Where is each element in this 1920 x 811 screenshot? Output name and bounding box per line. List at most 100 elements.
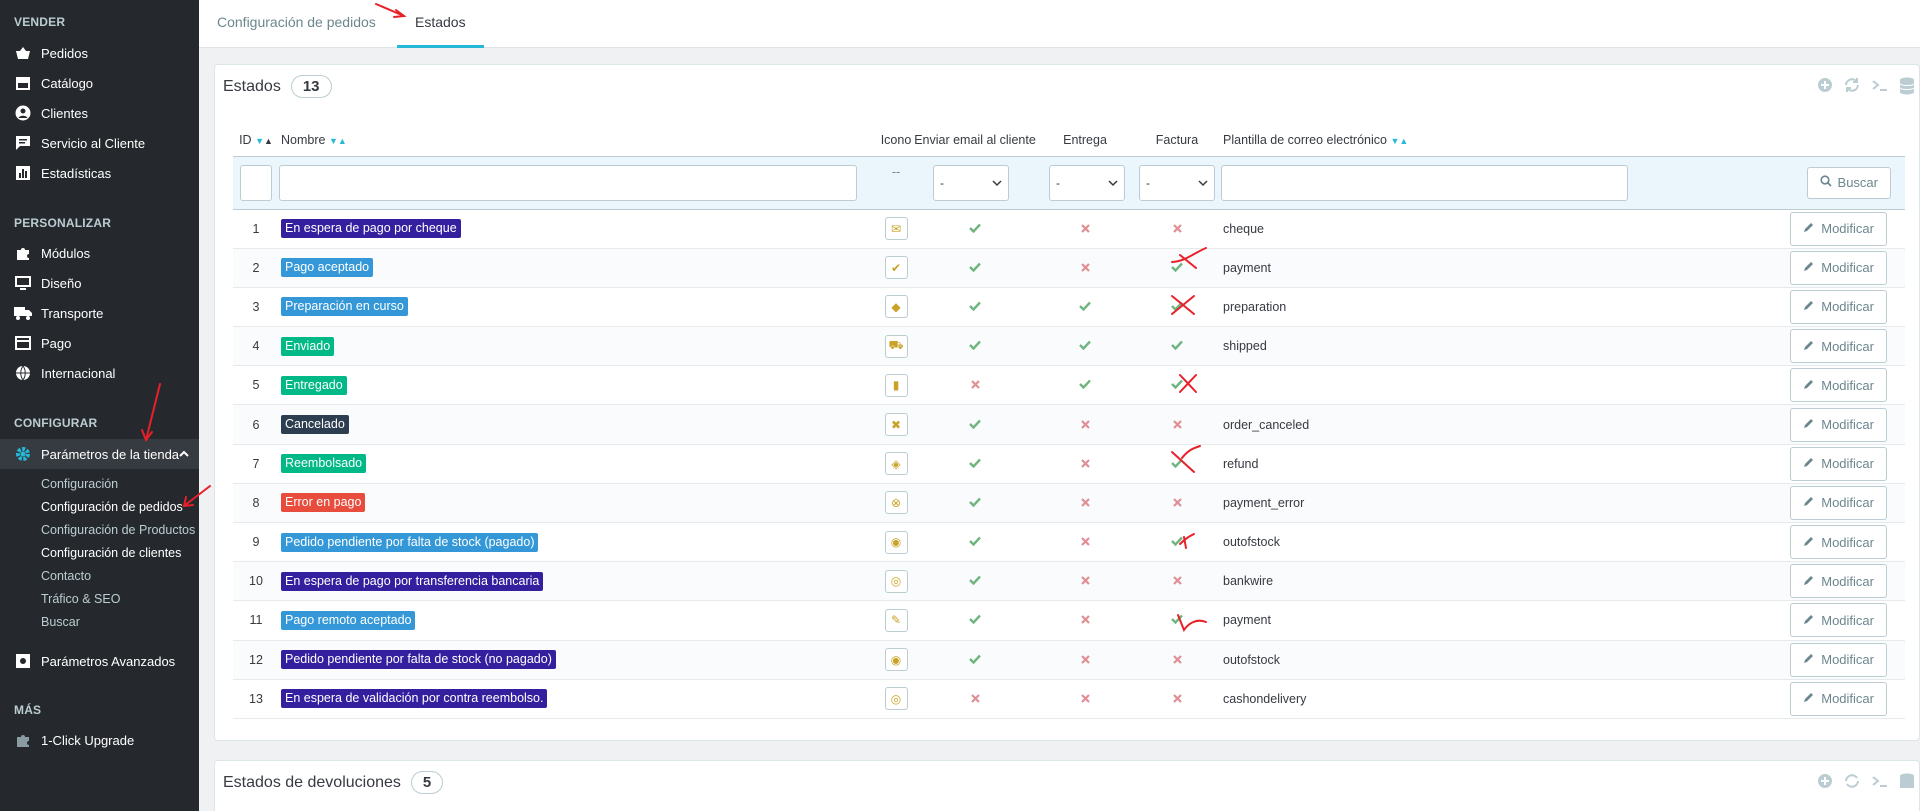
header-id[interactable]: ID ▼▲ [239, 133, 273, 148]
modify-button[interactable]: Modificar [1790, 485, 1887, 520]
estados-panel: Estados 13 ID ▼▲ Nombre ▼▲ Icono Enviar … [214, 64, 1920, 741]
pencil-icon [1803, 652, 1815, 667]
name-filter-input[interactable] [279, 164, 857, 201]
template-name: preparation [1221, 287, 1781, 328]
modify-button[interactable]: Modificar [1790, 368, 1887, 403]
status-icon: ⊗ [884, 491, 908, 515]
status-badge: En espera de validación por contra reemb… [281, 689, 548, 709]
email-filter-select[interactable]: - [933, 164, 1009, 201]
row-id: 7 [233, 444, 279, 484]
terminal-icon[interactable] [1871, 77, 1889, 98]
pencil-icon [1803, 495, 1815, 510]
modify-button[interactable]: Modificar [1790, 407, 1887, 442]
database-icon[interactable] [1899, 77, 1915, 98]
template-filter-input[interactable] [1221, 164, 1628, 201]
status-icon: ◈ [884, 452, 908, 476]
header-actions [1781, 125, 1905, 156]
modify-button[interactable]: Modificar [1790, 446, 1887, 481]
sidebar-item-modulos[interactable]: Módulos [0, 238, 199, 268]
refresh-icon[interactable] [1843, 773, 1861, 794]
submenu-configuracion-productos[interactable]: Configuración de Productos [41, 523, 196, 537]
cross-icon [1037, 561, 1133, 602]
modify-button[interactable]: Modificar [1790, 250, 1887, 285]
submenu-trafico-seo[interactable]: Tráfico & SEO [41, 592, 121, 606]
sort-desc-icon[interactable]: ▼ [1390, 136, 1400, 147]
add-icon[interactable] [1817, 77, 1833, 98]
cross-icon [1133, 679, 1221, 719]
icon-filter-dash: -- [879, 155, 913, 210]
submenu-configuracion[interactable]: Configuración [41, 477, 119, 491]
pencil-icon [1803, 221, 1815, 236]
status-badge: Entregado [281, 375, 347, 395]
filter-row: -- - - - Buscar [233, 155, 1905, 210]
table-row: 5 Entregado ▮ Modificar [233, 365, 1905, 406]
header-nombre[interactable]: Nombre ▼▲ [281, 133, 347, 148]
status-badge: Pago aceptado [281, 258, 374, 278]
sort-desc-icon[interactable]: ▼ [255, 136, 264, 147]
submenu-contacto[interactable]: Contacto [41, 569, 92, 583]
sidebar-item-parametros[interactable]: Parámetros de la tienda [0, 439, 199, 469]
sidebar-item-diseno[interactable]: Diseño [0, 268, 199, 298]
pencil-icon [1803, 339, 1815, 354]
credit-card-icon [14, 334, 32, 352]
sidebar-item-upgrade[interactable]: 1-Click Upgrade [0, 725, 199, 755]
sidebar-item-servicio[interactable]: Servicio al Cliente [0, 128, 199, 158]
submenu-configuracion-pedidos[interactable]: Configuración de pedidos [41, 500, 183, 514]
sort-asc-icon[interactable]: ▲ [337, 136, 347, 147]
terminal-icon[interactable] [1871, 773, 1889, 794]
submenu-configuracion-clientes[interactable]: Configuración de clientes [41, 546, 182, 560]
sort-asc-icon[interactable]: ▲ [263, 136, 273, 147]
modify-button[interactable]: Modificar [1790, 329, 1887, 364]
id-filter-input[interactable] [240, 164, 272, 201]
tab-configuracion-pedidos[interactable]: Configuración de pedidos [217, 14, 376, 30]
modify-button[interactable]: Modificar [1790, 564, 1887, 599]
database-icon[interactable] [1899, 773, 1915, 794]
sidebar-item-pago[interactable]: Pago [0, 328, 199, 358]
row-id: 8 [233, 483, 279, 524]
cross-icon [1037, 640, 1133, 680]
sidebar-item-catalogo[interactable]: Catálogo [0, 68, 199, 98]
status-icon: ◎ [884, 687, 908, 711]
add-icon[interactable] [1817, 773, 1833, 794]
status-icon: ✖ [884, 413, 908, 437]
pencil-icon [1803, 691, 1815, 706]
globe-icon [14, 364, 32, 382]
template-name: refund [1221, 444, 1781, 484]
modify-button[interactable]: Modificar [1790, 603, 1887, 638]
sidebar-item-label: Parámetros de la tienda [41, 446, 180, 462]
sidebar-item-estadisticas[interactable]: Estadísticas [0, 158, 199, 188]
table-row: 7 Reembolsado ◈ refund Modificar [233, 444, 1905, 484]
devoluciones-panel: Estados de devoluciones 5 [214, 760, 1920, 811]
modify-button[interactable]: Modificar [1790, 289, 1887, 324]
chevron-down-icon [1198, 176, 1208, 190]
sidebar-item-clientes[interactable]: Clientes [0, 98, 199, 128]
table-row: 2 Pago aceptado ✔ payment Modificar [233, 248, 1905, 288]
sidebar-item-avanzados[interactable]: Parámetros Avanzados [0, 646, 199, 676]
status-badge: Preparación en curso [281, 297, 408, 317]
delivery-filter-select[interactable]: - [1049, 164, 1125, 201]
sort-asc-icon[interactable]: ▲ [1399, 136, 1409, 147]
sidebar-item-internacional[interactable]: Internacional [0, 358, 199, 388]
sidebar-item-transporte[interactable]: Transporte [0, 298, 199, 328]
tab-estados[interactable]: Estados [397, 0, 484, 48]
submenu-buscar[interactable]: Buscar [41, 615, 80, 629]
invoice-filter-select[interactable]: - [1139, 164, 1215, 201]
table-row: 8 Error en pago ⊗ payment_error Modificar [233, 483, 1905, 524]
status-icon: ▮ [884, 373, 908, 397]
check-icon [913, 444, 1037, 484]
sort-desc-icon[interactable]: ▼ [328, 136, 338, 147]
sidebar-item-label: Catálogo [41, 75, 94, 91]
modify-button[interactable]: Modificar [1790, 681, 1887, 716]
row-id: 2 [233, 248, 279, 288]
check-icon [1133, 444, 1221, 484]
check-icon [1133, 326, 1221, 367]
row-id: 9 [233, 522, 279, 563]
check-icon [1133, 600, 1221, 641]
header-plantilla[interactable]: Plantilla de correo electrónico ▼▲ [1223, 133, 1409, 148]
search-button[interactable]: Buscar [1806, 166, 1891, 199]
modify-button[interactable]: Modificar [1790, 525, 1887, 560]
refresh-icon[interactable] [1843, 77, 1861, 98]
modify-button[interactable]: Modificar [1790, 642, 1887, 677]
sidebar-item-pedidos[interactable]: Pedidos [0, 38, 199, 68]
modify-button[interactable]: Modificar [1790, 211, 1887, 246]
